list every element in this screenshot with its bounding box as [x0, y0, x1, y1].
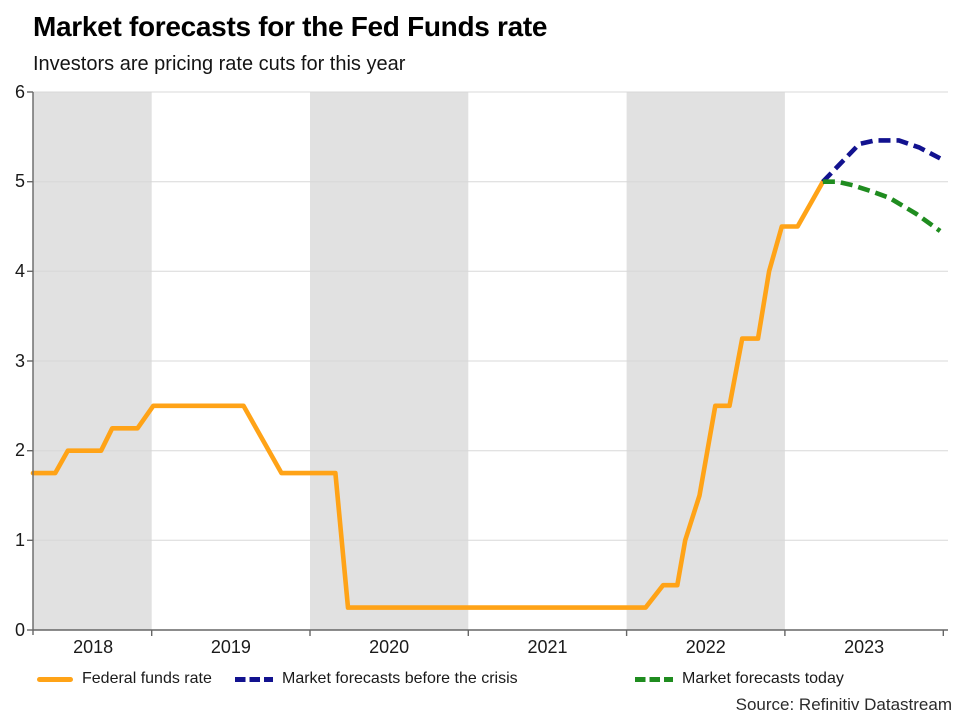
legend-line-swatch-dashed-navy-icon [235, 676, 273, 682]
y-axis-label: 3 [14, 350, 25, 371]
y-axis-label: 1 [14, 529, 25, 550]
legend-item-forecasts-before-crisis: Market forecasts before the crisis [235, 666, 518, 692]
chart-title: Market forecasts for the Fed Funds rate [33, 11, 548, 42]
source-credit: Source: Refinitiv Datastream [735, 695, 952, 714]
x-axis-label: 2020 [369, 637, 410, 657]
legend-label: Market forecasts before the crisis [282, 670, 518, 687]
x-axis-label: 2021 [527, 637, 568, 657]
legend-item-forecasts-today: Market forecasts today [635, 666, 844, 692]
x-axis-label: 2019 [210, 637, 251, 657]
legend-label: Market forecasts today [682, 670, 844, 687]
legend-label: Federal funds rate [82, 670, 212, 687]
x-axis-labels: 2018 2019 2020 2021 2022 2023 [0, 637, 960, 659]
x-axis-label: 2018 [73, 637, 114, 657]
x-axis-label: 2023 [844, 637, 885, 657]
x-axis-label: 2022 [685, 637, 726, 657]
series-line-2 [822, 179, 942, 233]
y-axis-label: 2 [14, 440, 25, 461]
y-axis-label: 0 [14, 619, 25, 640]
y-axis-labels: 0 1 2 3 4 5 6 [0, 0, 33, 720]
legend-line-swatch-solid-orange-icon [37, 676, 73, 682]
legend-line-swatch-dashed-green-icon [635, 676, 673, 682]
chart-subtitle: Investors are pricing rate cuts for this… [33, 53, 406, 75]
y-axis-label: 6 [14, 81, 25, 102]
y-axis-label: 4 [14, 260, 25, 281]
series-line-1 [821, 138, 942, 184]
legend: Federal funds rate Market forecasts befo… [0, 666, 960, 692]
legend-item-federal-funds-rate: Federal funds rate [37, 666, 212, 692]
y-axis-label: 5 [14, 171, 25, 192]
series-line-0 [30, 179, 826, 610]
